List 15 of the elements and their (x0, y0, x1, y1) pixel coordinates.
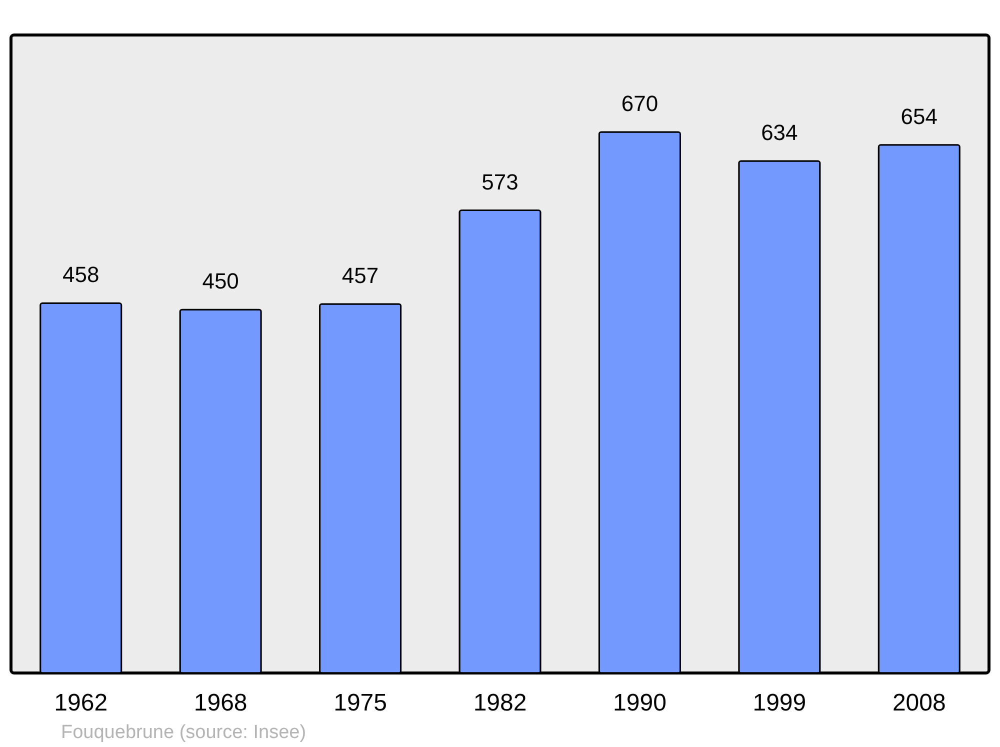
x-tick-label: 1968 (194, 690, 248, 716)
data-label: 457 (342, 262, 379, 288)
data-label: 654 (900, 104, 938, 129)
data-label: 458 (62, 262, 100, 288)
x-tick-label: 1999 (752, 690, 806, 716)
data-label: 634 (761, 120, 798, 146)
x-tick-label: 1990 (613, 690, 666, 716)
data-label: 450 (202, 268, 239, 294)
x-tick-label: 1975 (334, 690, 387, 716)
data-label: 670 (621, 90, 658, 116)
x-tick-label: 2008 (892, 690, 946, 716)
x-tick-label: 1962 (54, 690, 108, 716)
x-tick-label: 1982 (473, 690, 527, 716)
text: Fouquebrune (source: Insee) (61, 722, 306, 743)
data-label: 573 (482, 169, 518, 194)
